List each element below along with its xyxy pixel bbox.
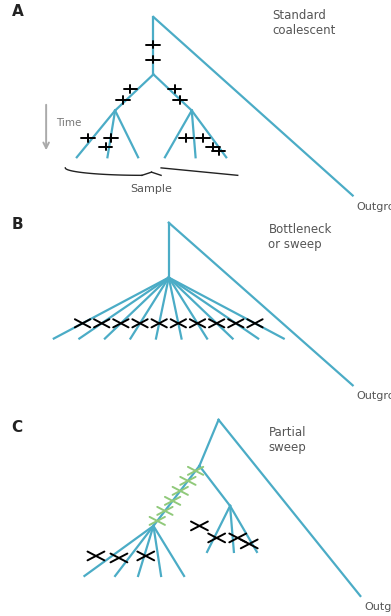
- Text: Outgroup: Outgroup: [364, 602, 391, 612]
- Text: Time: Time: [56, 118, 81, 128]
- Text: Partial
sweep: Partial sweep: [268, 426, 306, 454]
- Text: Outgroup: Outgroup: [357, 202, 391, 212]
- Text: Bottleneck
or sweep: Bottleneck or sweep: [268, 222, 332, 251]
- Text: Sample: Sample: [131, 184, 172, 194]
- Text: Outgroup: Outgroup: [357, 391, 391, 402]
- Text: B: B: [12, 217, 23, 232]
- Text: Standard
coalescent: Standard coalescent: [272, 9, 335, 36]
- Text: C: C: [12, 419, 23, 435]
- Text: A: A: [12, 4, 23, 19]
